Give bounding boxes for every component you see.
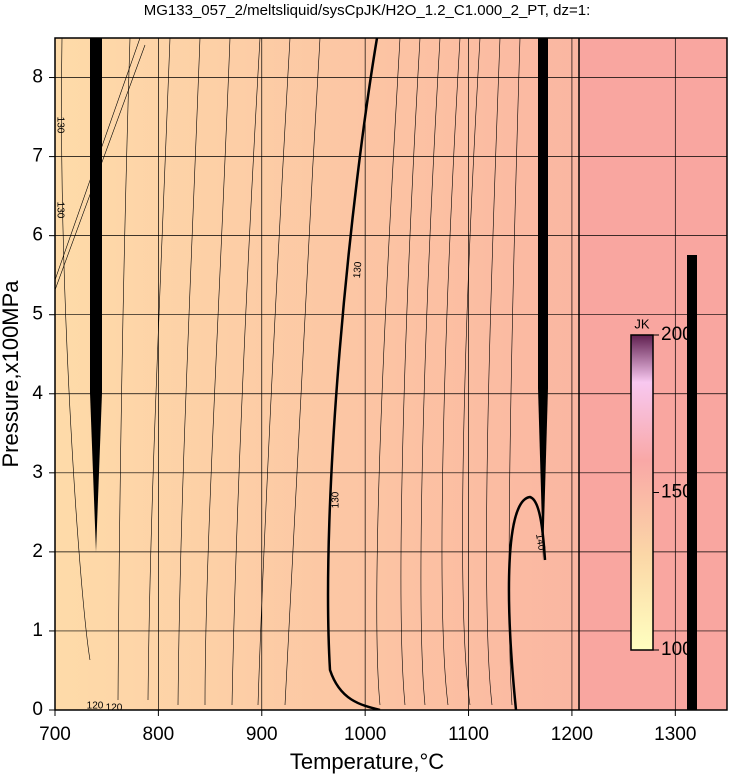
- contour-label: 130: [352, 261, 364, 279]
- y-tick-label: 0: [32, 699, 43, 720]
- colorbar-tick-label: 150: [661, 482, 693, 503]
- y-tick-label: 2: [32, 541, 43, 562]
- y-tick-label: 3: [32, 462, 43, 483]
- x-tick-label: 1000: [344, 724, 386, 745]
- x-tick-label: 1200: [551, 724, 593, 745]
- x-tick-label: 1300: [654, 724, 696, 745]
- x-tick-label: 800: [143, 724, 175, 745]
- y-tick-label: 4: [32, 383, 43, 404]
- plot-frame: [54, 37, 728, 711]
- dense-contours: [538, 388, 548, 560]
- x-tick-label: 900: [246, 724, 278, 745]
- contour-label: 140: [533, 533, 547, 552]
- colorbar-tick-label: 100: [661, 639, 693, 660]
- chart-title: MG133_057_2/meltsliquid/sysCpJK/H2O_1.2_…: [144, 2, 591, 19]
- y-axis-label: Pressure,x100MPa: [0, 280, 23, 468]
- y-tick-label: 1: [32, 620, 43, 641]
- colorbar-tick-label: 200: [661, 324, 693, 345]
- y-tick-label: 8: [32, 67, 43, 88]
- x-tick-label: 700: [39, 724, 71, 745]
- colorbar: [630, 334, 654, 651]
- dense-contours: [90, 38, 102, 393]
- colorbar-label: JK: [634, 316, 650, 331]
- y-tick-label: 5: [32, 304, 43, 325]
- contour-label: 120: [106, 703, 123, 714]
- x-axis-label: Temperature,°C: [290, 749, 444, 774]
- contour-label: 120: [87, 701, 104, 712]
- contour-label: 130: [331, 491, 342, 508]
- y-tick-label: 7: [32, 146, 43, 167]
- contour-label: 130: [54, 117, 65, 134]
- y-tick-label: 6: [32, 225, 43, 246]
- plot-area: [55, 38, 727, 710]
- dense-contours: [538, 38, 548, 388]
- dense-contours: [687, 255, 697, 710]
- contour-line: [507, 495, 547, 710]
- contour-label: 130: [54, 202, 65, 219]
- x-tick-label: 1100: [448, 724, 489, 745]
- contour-labels: 130 130 130 130 140 120 120: [54, 117, 546, 714]
